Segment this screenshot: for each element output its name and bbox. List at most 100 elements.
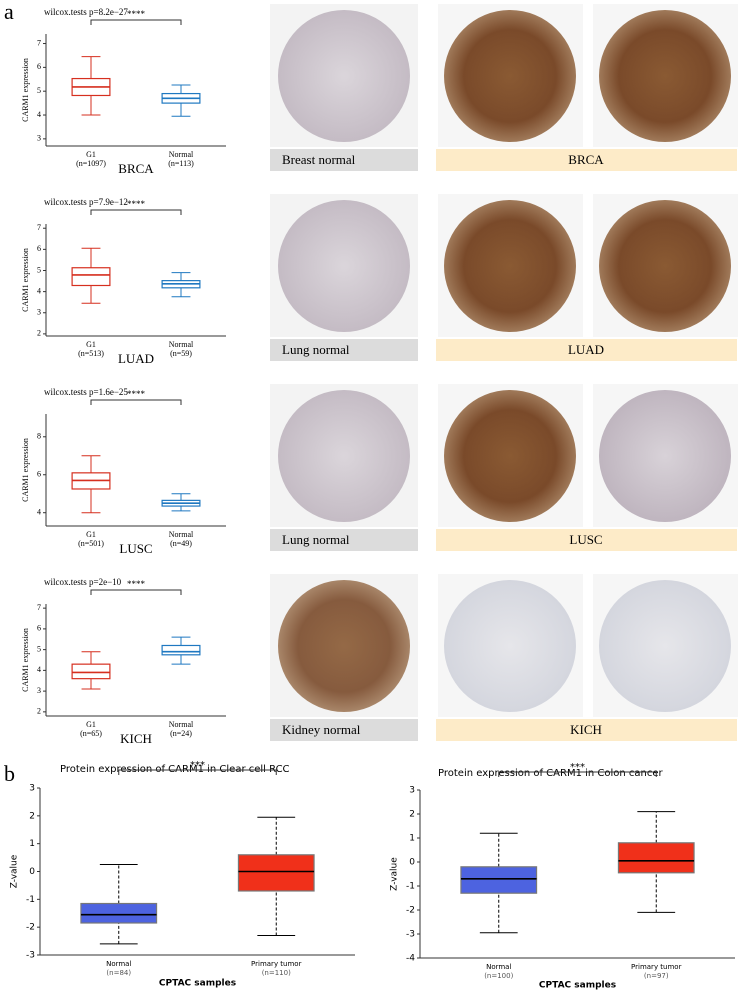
- y-tick-label: 2: [409, 810, 415, 820]
- tissue-core: [278, 200, 410, 332]
- x-axis-label: BRCA: [118, 161, 154, 176]
- tumor-caption: LUSC: [569, 532, 602, 547]
- significance-bracket: [90, 399, 182, 405]
- caption-band: [270, 339, 418, 361]
- y-tick-label: 3: [409, 786, 415, 796]
- chart-title: Protein expression of CARM1 in Colon can…: [438, 768, 664, 779]
- category-note: (n=97): [644, 972, 669, 980]
- y-tick-label: -1: [406, 882, 415, 892]
- x-tick-label: Normal: [169, 720, 194, 729]
- y-tick-label: 8: [37, 432, 41, 441]
- panel-label: b: [4, 761, 15, 786]
- x-tick-label: Normal: [169, 150, 194, 159]
- tissue-core: [444, 200, 576, 332]
- x-tick-label: G1: [86, 150, 96, 159]
- y-tick-label: 1: [29, 839, 35, 849]
- caption-band: [270, 529, 418, 551]
- significance: ***: [570, 762, 585, 773]
- normal-caption: Lung normal: [282, 342, 350, 357]
- caption-band: [436, 529, 737, 551]
- tissue-core: [444, 580, 576, 712]
- y-axis-label: Z-value: [10, 854, 20, 888]
- y-tick-label: 5: [37, 86, 41, 95]
- category-note: (n=84): [106, 969, 131, 977]
- y-tick-label: 4: [37, 110, 41, 119]
- x-tick-label: Primary tumor: [631, 963, 682, 971]
- category-note: (n=49): [170, 539, 192, 548]
- x-tick-label: Normal: [486, 963, 511, 971]
- x-tick-label: G1: [86, 720, 96, 729]
- x-tick-label: Primary tumor: [251, 960, 302, 968]
- x-axis-label: KICH: [120, 731, 152, 746]
- y-tick-label: 2: [37, 707, 41, 716]
- tumor-caption: LUAD: [568, 342, 604, 357]
- tissue-core: [444, 390, 576, 522]
- y-tick-label: 6: [37, 244, 41, 253]
- box: [71, 663, 111, 680]
- significance: ****: [127, 579, 146, 589]
- y-tick-label: 7: [37, 38, 41, 47]
- y-tick-label: 3: [37, 686, 41, 695]
- x-tick-label: G1: [86, 530, 96, 539]
- tissue-core: [278, 10, 410, 142]
- significance-bracket: [90, 209, 182, 215]
- tissue-core: [599, 10, 731, 142]
- y-tick-label: 2: [37, 329, 41, 338]
- y-tick-label: 4: [37, 286, 41, 295]
- significance-bracket: [90, 19, 182, 25]
- y-tick-label: -3: [26, 951, 35, 961]
- y-tick-label: -4: [406, 954, 415, 964]
- category-note: (n=59): [170, 349, 192, 358]
- y-tick-label: 4: [37, 508, 41, 517]
- x-axis-label: CPTAC samples: [159, 979, 236, 989]
- y-axis-label: Z-value: [390, 857, 400, 891]
- x-axis-label: CPTAC samples: [539, 981, 616, 991]
- x-tick-label: Normal: [106, 960, 131, 968]
- y-tick-label: 7: [37, 603, 41, 612]
- normal-caption: Kidney normal: [282, 722, 361, 737]
- chart-title: wilcox.tests p=2e−10: [44, 577, 122, 587]
- y-axis-label: CARM1 expression: [21, 628, 30, 692]
- x-axis-label: LUAD: [118, 351, 154, 366]
- y-axis-label: CARM1 expression: [21, 248, 30, 312]
- category-note: (n=100): [484, 972, 513, 980]
- tissue-core: [278, 390, 410, 522]
- x-tick-label: Normal: [169, 340, 194, 349]
- y-tick-label: 1: [409, 834, 415, 844]
- significance: ****: [127, 199, 146, 209]
- category-note: (n=501): [78, 539, 104, 548]
- y-tick-label: 4: [37, 665, 41, 674]
- chart-title: wilcox.tests p=7.9e−12: [44, 197, 128, 207]
- caption-band: [270, 719, 418, 741]
- box: [460, 866, 538, 894]
- category-note: (n=24): [170, 729, 192, 738]
- tissue-core: [278, 580, 410, 712]
- category-note: (n=65): [80, 729, 102, 738]
- caption-band: [436, 149, 737, 171]
- chart-title: wilcox.tests p=8.2e−27: [44, 7, 128, 17]
- category-note: (n=1097): [76, 159, 106, 168]
- significance: ***: [190, 760, 205, 771]
- tissue-core: [444, 10, 576, 142]
- y-tick-label: 3: [37, 134, 41, 143]
- caption-band: [270, 149, 418, 171]
- caption-band: [436, 339, 737, 361]
- y-tick-label: -3: [406, 930, 415, 940]
- tissue-core: [599, 200, 731, 332]
- y-tick-label: 7: [37, 223, 41, 232]
- y-tick-label: -1: [26, 895, 35, 905]
- significance-bracket: [90, 589, 182, 595]
- x-tick-label: Normal: [169, 530, 194, 539]
- category-note: (n=110): [262, 969, 291, 977]
- y-tick-label: 3: [37, 308, 41, 317]
- y-tick-label: 3: [29, 784, 35, 794]
- y-tick-label: 6: [37, 470, 41, 479]
- box: [161, 644, 201, 656]
- chart-title: wilcox.tests p=1.6e−25: [44, 387, 128, 397]
- significance: ****: [127, 9, 146, 19]
- x-tick-label: G1: [86, 340, 96, 349]
- y-tick-label: 6: [37, 624, 41, 633]
- y-axis-label: CARM1 expression: [21, 58, 30, 122]
- box: [80, 902, 158, 924]
- tissue-core: [599, 580, 731, 712]
